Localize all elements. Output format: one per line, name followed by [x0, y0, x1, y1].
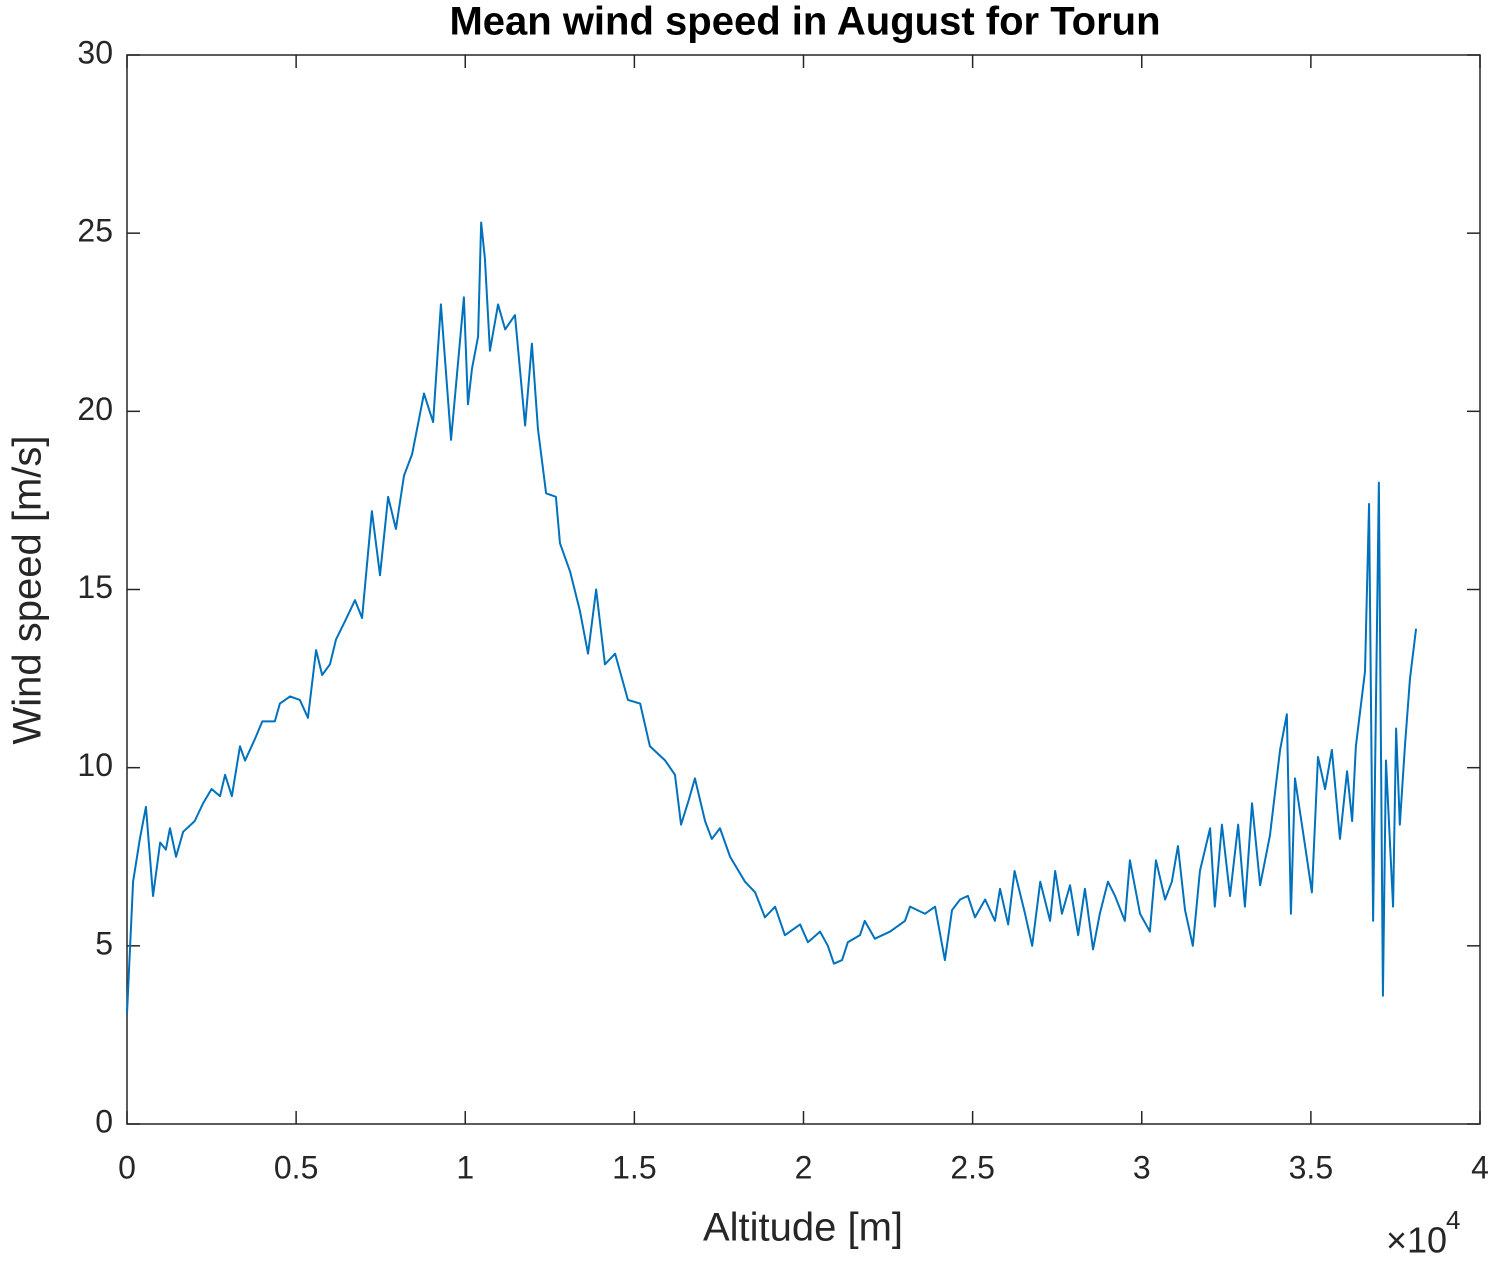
x-tick-label: 2: [795, 1149, 813, 1185]
x-multiplier: ×10: [1386, 1220, 1447, 1261]
x-multiplier-power: 4: [1446, 1205, 1460, 1235]
x-axis-label: Altitude [m]: [703, 1206, 903, 1250]
data-line: [126, 221, 1418, 1014]
y-tick-label: 0: [95, 1103, 113, 1139]
y-tick-label: 5: [95, 925, 113, 961]
y-tick-label: 15: [77, 569, 113, 605]
y-tick-label: 10: [77, 747, 113, 783]
y-tick-label: 25: [77, 213, 113, 249]
plot-area: [126, 54, 1481, 1125]
x-tick-label: 2.5: [950, 1149, 994, 1185]
x-tick-label: 4: [1471, 1149, 1489, 1185]
x-tick-label: 1: [456, 1149, 474, 1185]
x-tick-label: 0.5: [274, 1149, 318, 1185]
x-tick-label: 3.5: [1289, 1149, 1333, 1185]
y-tick-label: 30: [77, 34, 113, 70]
x-tick-label: 0: [118, 1149, 136, 1185]
y-tick-label: 20: [77, 391, 113, 427]
x-tick-label: 1.5: [612, 1149, 656, 1185]
y-axis-label: Wind speed [m/s]: [6, 435, 50, 744]
chart-title: Mean wind speed in August for Torun: [449, 0, 1160, 44]
x-tick-label: 3: [1133, 1149, 1151, 1185]
